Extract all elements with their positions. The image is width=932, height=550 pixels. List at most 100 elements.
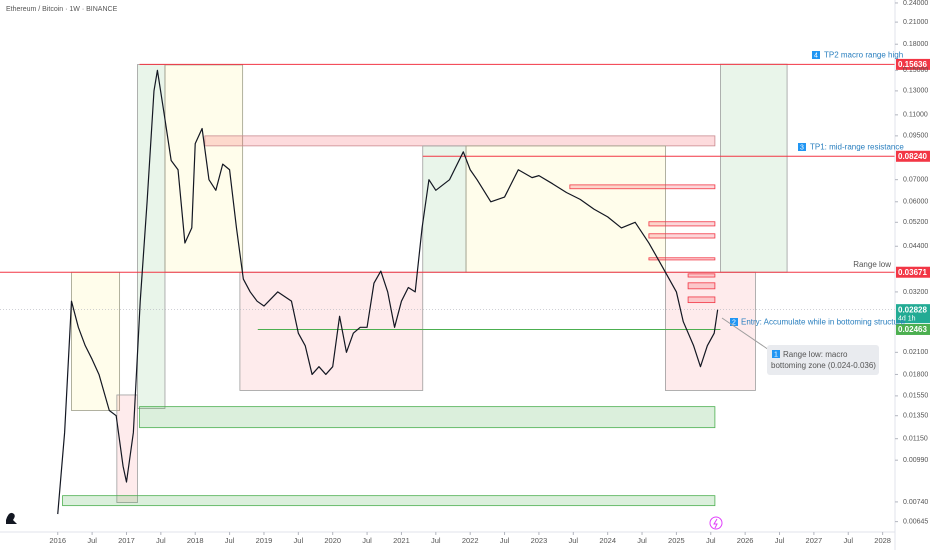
zone xyxy=(648,233,716,239)
zone xyxy=(139,406,716,429)
x-tick-label: 2028 xyxy=(874,536,891,545)
x-tick-label: 2020 xyxy=(324,536,341,545)
zone xyxy=(239,271,424,391)
event-icon-bolt xyxy=(713,518,718,529)
y-tick-label: 0.02100 xyxy=(903,349,928,356)
y-tick-label: 0.06000 xyxy=(903,199,928,206)
x-tick-label: Jul xyxy=(568,536,578,545)
y-tick-label: 0.24000 xyxy=(903,0,928,7)
zones xyxy=(62,63,788,507)
x-tick-label: 2023 xyxy=(531,536,548,545)
x-tick-label: 2021 xyxy=(393,536,410,545)
event-icon[interactable] xyxy=(709,516,723,530)
callout-leader xyxy=(721,317,773,353)
badge xyxy=(730,318,738,326)
x-tick-label: Jul xyxy=(706,536,716,545)
y-tick-label: 0.15000 xyxy=(903,67,928,74)
zone xyxy=(137,64,166,409)
badge-text: 4 xyxy=(814,52,818,59)
levels xyxy=(0,63,895,330)
badge xyxy=(812,51,820,59)
x-tick-label: 2018 xyxy=(187,536,204,545)
badge-text: 1 xyxy=(774,351,778,358)
level-text: TP2 macro range high xyxy=(824,51,903,60)
chart-title: Ethereum / Bitcoin · 1W · BINANCE xyxy=(6,6,118,13)
price-label-box xyxy=(896,150,930,162)
level-text: TP1: mid-range resistance xyxy=(810,143,904,152)
callout-text: bottoming zone (0.024-0.036) xyxy=(771,361,876,370)
badge xyxy=(772,350,780,358)
x-tick-label: 2017 xyxy=(118,536,135,545)
zone xyxy=(569,184,716,190)
y-tick-label: 0.18000 xyxy=(903,41,928,48)
x-tick-label: 2025 xyxy=(668,536,685,545)
x-tick-label: Jul xyxy=(294,536,304,545)
x-tick-label: Jul xyxy=(431,536,441,545)
tradingview-logo xyxy=(6,512,17,524)
zone xyxy=(648,257,716,261)
price-label-box xyxy=(896,323,930,335)
y-tick-label: 0.01550 xyxy=(903,393,928,400)
zone xyxy=(422,145,467,273)
y-tick-label: 0.00645 xyxy=(903,518,928,525)
x-tick-label: 2019 xyxy=(256,536,273,545)
y-tick-label: 0.00740 xyxy=(903,499,928,506)
y-tick-label: 0.04400 xyxy=(903,243,928,250)
price-label-box xyxy=(896,266,930,278)
badge xyxy=(798,143,806,151)
x-tick-label: Jul xyxy=(362,536,372,545)
x-tick-label: Jul xyxy=(500,536,510,545)
zone xyxy=(62,495,716,507)
x-tick-label: Jul xyxy=(87,536,97,545)
y-tick-label: 0.21000 xyxy=(903,19,928,26)
badge-text: 2 xyxy=(732,319,736,326)
price-label-box xyxy=(896,58,930,70)
x-tick-label: Jul xyxy=(225,536,235,545)
y-tick-label: 0.00990 xyxy=(903,457,928,464)
x-tick-label: 2022 xyxy=(462,536,479,545)
price-label-box xyxy=(896,304,930,324)
callout-text: Range low: macro xyxy=(783,350,848,359)
x-tick-label: Jul xyxy=(775,536,785,545)
price-label: 0.02463 xyxy=(898,325,927,334)
y-tick-label: 0.01150 xyxy=(903,436,928,443)
x-tick-label: Jul xyxy=(637,536,647,545)
level-text: Range low xyxy=(853,260,891,269)
zone xyxy=(116,394,138,503)
x-tick-label: 2026 xyxy=(737,536,754,545)
zone xyxy=(164,64,244,273)
x-tick-label: Jul xyxy=(843,536,853,545)
x-tick-label: 2024 xyxy=(599,536,616,545)
y-tick-label: 0.07000 xyxy=(903,177,928,184)
y-tick-label: 0.05200 xyxy=(903,219,928,226)
zone xyxy=(648,221,716,227)
price-line xyxy=(57,69,719,515)
zone xyxy=(665,271,756,391)
x-tick-label: Jul xyxy=(156,536,166,545)
price-label: 0.15636 xyxy=(898,60,927,69)
zone xyxy=(687,296,716,304)
price xyxy=(57,69,719,515)
y-tick-label: 0.13000 xyxy=(903,88,928,95)
x-tick-label: 2027 xyxy=(806,536,823,545)
y-tick-label: 0.03200 xyxy=(903,289,928,296)
zone xyxy=(719,63,788,273)
zone xyxy=(204,135,716,147)
zone xyxy=(465,145,666,273)
x-tick-label: 2016 xyxy=(49,536,66,545)
price-label: 0.02828 xyxy=(898,305,927,314)
level-text: Entry: Accumulate while in bottoming str… xyxy=(741,318,906,327)
badge-text: 3 xyxy=(800,144,804,151)
y-tick-label: 0.01800 xyxy=(903,371,928,378)
y-tick-label: 0.01350 xyxy=(903,413,928,420)
callout-box xyxy=(767,345,879,375)
price-label: 0.08240 xyxy=(898,152,927,161)
price-label: 0.03671 xyxy=(898,268,927,277)
zone xyxy=(687,273,716,278)
y-tick-label: 0.11000 xyxy=(903,112,928,119)
zone xyxy=(687,282,716,290)
zone xyxy=(71,271,121,411)
